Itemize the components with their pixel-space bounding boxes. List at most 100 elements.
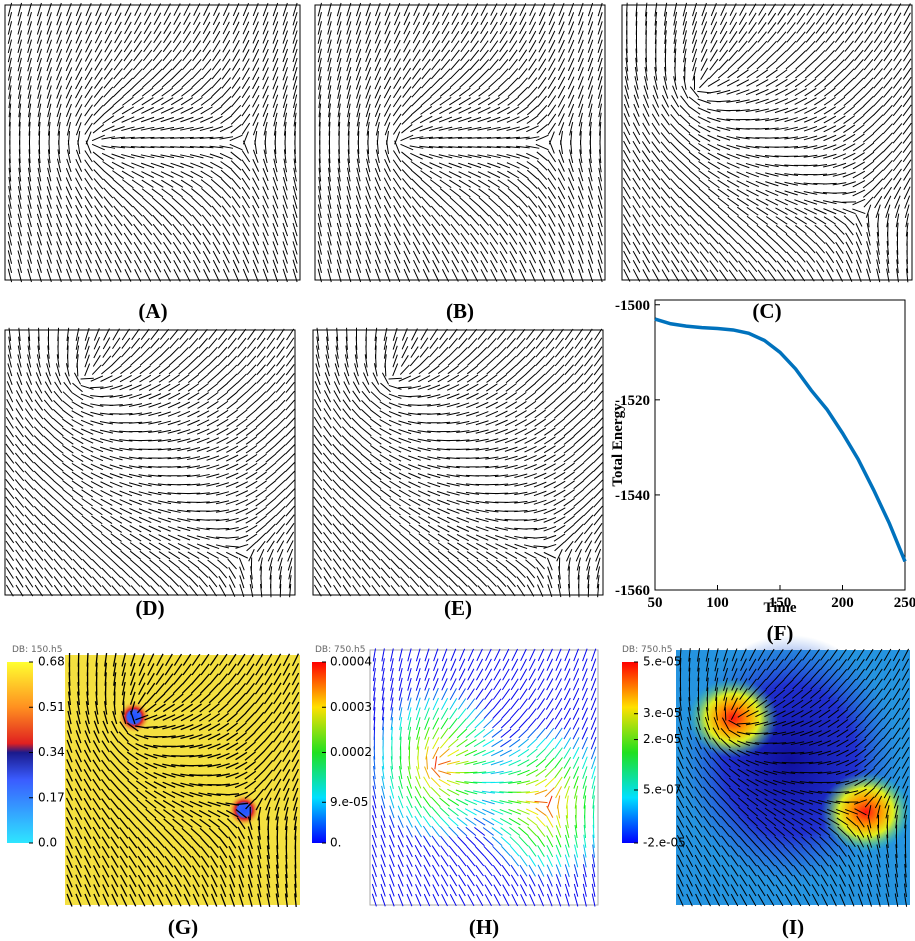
director bbox=[470, 215, 479, 225]
director bbox=[152, 189, 163, 197]
director bbox=[777, 51, 787, 60]
director bbox=[172, 69, 182, 79]
director bbox=[72, 472, 83, 479]
director bbox=[422, 206, 431, 217]
director bbox=[670, 133, 680, 143]
director bbox=[92, 533, 102, 541]
director bbox=[192, 59, 201, 70]
director bbox=[276, 427, 285, 436]
director bbox=[134, 50, 142, 61]
director bbox=[242, 96, 250, 107]
director bbox=[768, 270, 776, 281]
director bbox=[428, 375, 440, 381]
director bbox=[201, 107, 213, 114]
director bbox=[786, 51, 796, 61]
director bbox=[124, 224, 132, 235]
director bbox=[526, 338, 534, 348]
director bbox=[515, 552, 527, 558]
director bbox=[534, 546, 547, 547]
director bbox=[525, 410, 536, 417]
director bbox=[440, 189, 451, 198]
director bbox=[189, 347, 198, 357]
director bbox=[199, 585, 207, 596]
director bbox=[153, 215, 162, 225]
director bbox=[429, 356, 439, 365]
director bbox=[873, 133, 883, 142]
director bbox=[420, 356, 429, 365]
director bbox=[690, 197, 700, 207]
director bbox=[15, 479, 23, 489]
director bbox=[142, 180, 154, 187]
director bbox=[199, 329, 207, 339]
director bbox=[381, 524, 391, 533]
director bbox=[163, 233, 171, 244]
director bbox=[574, 480, 584, 488]
director bbox=[242, 160, 250, 171]
director bbox=[236, 526, 248, 531]
director bbox=[237, 356, 246, 366]
director bbox=[509, 59, 517, 70]
director bbox=[266, 427, 276, 436]
director bbox=[237, 401, 247, 409]
director bbox=[202, 206, 211, 216]
director bbox=[188, 560, 199, 568]
director bbox=[806, 41, 815, 51]
director bbox=[757, 60, 768, 69]
director bbox=[555, 338, 563, 349]
director bbox=[440, 329, 448, 340]
director bbox=[486, 393, 498, 400]
director bbox=[183, 224, 191, 235]
director bbox=[680, 133, 690, 142]
director bbox=[103, 170, 113, 179]
director bbox=[212, 215, 220, 226]
director bbox=[421, 87, 431, 97]
director bbox=[449, 329, 457, 340]
director bbox=[44, 471, 54, 480]
director bbox=[102, 568, 111, 578]
director bbox=[230, 144, 243, 149]
director bbox=[242, 169, 250, 180]
director bbox=[403, 87, 411, 98]
director bbox=[352, 436, 362, 445]
director bbox=[460, 206, 470, 216]
director bbox=[709, 69, 719, 79]
director bbox=[91, 499, 102, 506]
director bbox=[499, 69, 508, 79]
director bbox=[536, 338, 544, 348]
director bbox=[824, 97, 835, 105]
director bbox=[212, 206, 221, 217]
director bbox=[399, 499, 410, 506]
director bbox=[242, 150, 249, 162]
director bbox=[149, 551, 160, 559]
director bbox=[266, 409, 276, 418]
director bbox=[133, 59, 142, 70]
director bbox=[130, 543, 141, 551]
director bbox=[370, 419, 381, 427]
director bbox=[585, 329, 592, 340]
director bbox=[227, 428, 238, 435]
director bbox=[113, 87, 123, 97]
director bbox=[192, 215, 201, 226]
director bbox=[470, 69, 480, 79]
director bbox=[323, 497, 331, 507]
director bbox=[681, 224, 690, 235]
director bbox=[535, 401, 546, 409]
director bbox=[361, 480, 371, 489]
director bbox=[457, 551, 468, 559]
director bbox=[380, 383, 390, 392]
director bbox=[53, 427, 63, 435]
director bbox=[825, 69, 835, 78]
director bbox=[537, 115, 547, 125]
director bbox=[352, 515, 361, 525]
director bbox=[661, 215, 669, 226]
director bbox=[564, 533, 573, 542]
director bbox=[131, 338, 139, 348]
director bbox=[140, 551, 151, 559]
director bbox=[371, 515, 381, 524]
director bbox=[816, 41, 825, 51]
director bbox=[420, 586, 429, 596]
director bbox=[323, 488, 331, 498]
director bbox=[236, 428, 247, 435]
director bbox=[333, 488, 342, 498]
